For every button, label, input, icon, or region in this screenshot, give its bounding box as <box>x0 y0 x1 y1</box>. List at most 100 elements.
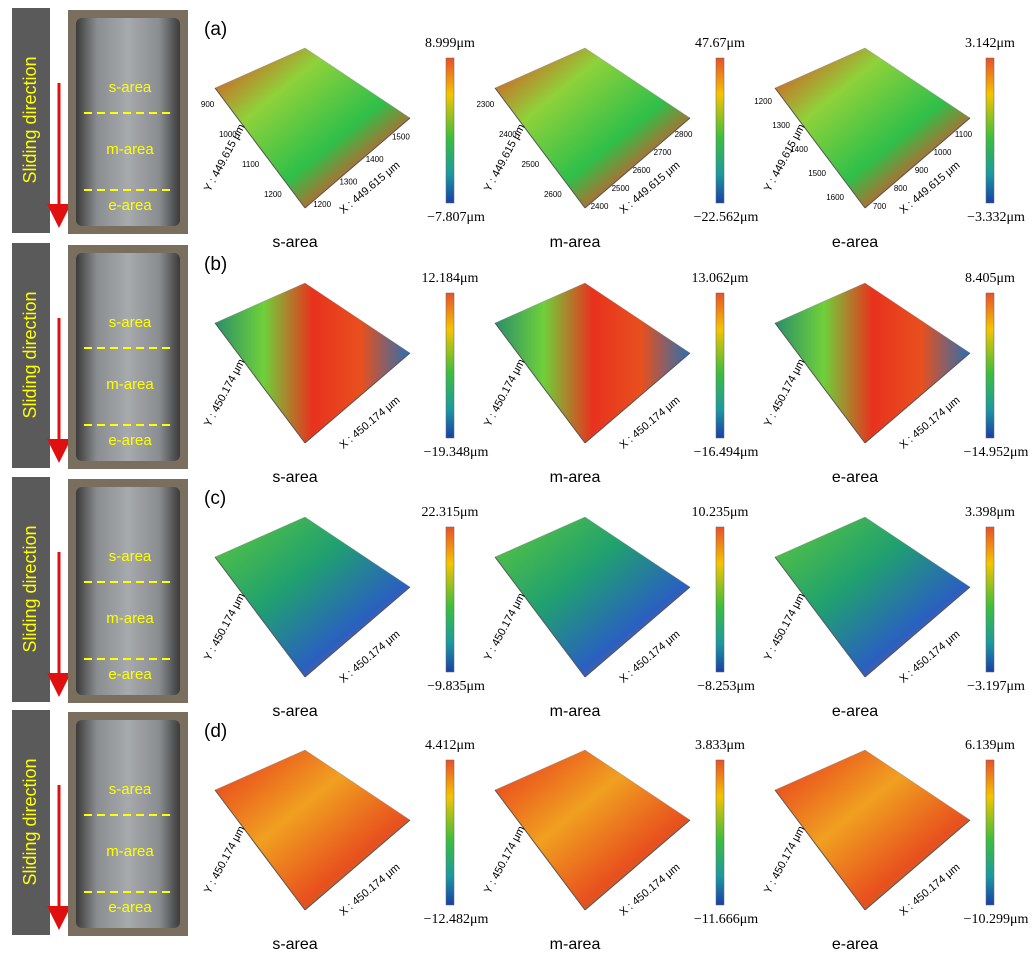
panel-label: (c) <box>204 488 226 509</box>
specimen-surface <box>76 487 180 695</box>
area-title: m-area <box>550 234 601 251</box>
x-tick-label: 2400 <box>591 202 609 211</box>
colorbar <box>716 58 724 203</box>
x-tick-label: 2500 <box>612 184 630 193</box>
colorbar-min: −3.197μm <box>967 679 1025 694</box>
colorbar-min: −11.666μm <box>694 912 758 927</box>
y-axis-title: Y : 450.174 μm <box>202 824 248 896</box>
area-label: m-area <box>106 141 154 158</box>
area-title: e-area <box>832 936 878 953</box>
direction-label: Sliding direction <box>20 291 40 418</box>
area-title: m-area <box>550 936 601 953</box>
colorbar-max: 10.235μm <box>692 505 749 520</box>
figure: Sliding direction s-area m-area e-area Slidi… <box>0 0 1032 958</box>
panel-label: (a) <box>204 19 227 40</box>
colorbar-max: 13.062μm <box>692 271 749 286</box>
area-label: m-area <box>106 376 154 393</box>
x-tick-label: 1500 <box>392 132 410 141</box>
colorbar-min: −3.332μm <box>967 210 1025 225</box>
area-title: e-area <box>832 703 878 720</box>
area-label: e-area <box>108 432 152 449</box>
y-tick-label: 2300 <box>476 100 494 109</box>
y-axis-title: Y : 450.174 μm <box>482 824 528 896</box>
colorbar-max: 3.833μm <box>695 738 745 753</box>
colorbar <box>986 58 994 203</box>
colorbar-min: −12.482μm <box>424 912 489 927</box>
y-tick-label: 1000 <box>219 130 237 139</box>
panel-label: (d) <box>204 721 227 742</box>
y-tick-label: 1100 <box>242 160 260 169</box>
colorbar <box>986 293 994 438</box>
x-tick-label: 900 <box>915 166 929 175</box>
area-title: s-area <box>272 936 317 953</box>
direction-label: Sliding direction <box>20 758 40 885</box>
x-tick-label: 1000 <box>934 148 952 157</box>
y-axis-title: Y : 450.174 μm <box>202 591 248 663</box>
y-tick-label: 1200 <box>264 190 282 199</box>
colorbar-max: 3.398μm <box>965 505 1015 520</box>
x-tick-label: 2800 <box>675 130 693 139</box>
y-tick-label: 2600 <box>544 190 562 199</box>
area-title: s-area <box>272 234 317 251</box>
colorbar-min: −8.253μm <box>697 679 755 694</box>
area-title: s-area <box>272 703 317 720</box>
x-tick-label: 800 <box>894 184 908 193</box>
specimen-surface <box>76 253 180 461</box>
colorbar <box>446 293 454 438</box>
y-axis-title: Y : 450.174 μm <box>482 591 528 663</box>
x-tick-label: 2600 <box>633 166 651 175</box>
colorbar-min: −22.562μm <box>694 210 759 225</box>
colorbar-max: 6.139μm <box>965 738 1015 753</box>
y-axis-title: Y : 450.174 μm <box>762 357 808 429</box>
direction-label: Sliding direction <box>20 56 40 183</box>
area-title: s-area <box>272 469 317 486</box>
y-axis-title: Y : 449.615 μm <box>762 122 808 194</box>
area-label: e-area <box>108 899 152 916</box>
colorbar <box>446 527 454 672</box>
colorbar-max: 22.315μm <box>422 505 479 520</box>
y-tick-label: 1400 <box>790 145 808 154</box>
colorbar <box>716 527 724 672</box>
x-tick-label: 700 <box>873 202 887 211</box>
colorbar <box>986 760 994 905</box>
y-axis-title: Y : 450.174 μm <box>482 357 528 429</box>
y-axis-title: Y : 450.174 μm <box>762 824 808 896</box>
y-tick-label: 900 <box>201 100 215 109</box>
colorbar-min: −14.952μm <box>964 445 1029 460</box>
colorbar-min: −16.494μm <box>694 445 759 460</box>
y-tick-label: 2500 <box>521 160 539 169</box>
specimen-surface <box>76 18 180 226</box>
colorbar-max: 47.67μm <box>695 36 745 51</box>
area-label: s-area <box>109 314 152 331</box>
x-tick-label: 1300 <box>339 177 357 186</box>
y-tick-label: 1500 <box>808 169 826 178</box>
area-label: m-area <box>106 843 154 860</box>
y-axis-title: Y : 450.174 μm <box>202 357 248 429</box>
colorbar <box>716 293 724 438</box>
colorbar <box>446 760 454 905</box>
direction-label: Sliding direction <box>20 525 40 652</box>
colorbar <box>986 527 994 672</box>
y-tick-label: 2400 <box>499 130 517 139</box>
area-title: m-area <box>550 469 601 486</box>
area-label: s-area <box>109 79 152 96</box>
area-label: s-area <box>109 781 152 798</box>
colorbar-max: 8.999μm <box>425 36 475 51</box>
area-label: e-area <box>108 197 152 214</box>
area-title: e-area <box>832 234 878 251</box>
panel-label: (b) <box>204 254 227 275</box>
colorbar-max: 3.142μm <box>965 36 1015 51</box>
area-label: s-area <box>109 548 152 565</box>
colorbar-max: 8.405μm <box>965 271 1015 286</box>
y-tick-label: 1200 <box>754 97 772 106</box>
area-label: e-area <box>108 666 152 683</box>
colorbar <box>716 760 724 905</box>
x-tick-label: 2700 <box>654 148 672 157</box>
y-tick-label: 1600 <box>826 193 844 202</box>
colorbar-min: −7.807μm <box>427 210 485 225</box>
colorbar-min: −19.348μm <box>424 445 489 460</box>
specimen-surface <box>76 720 180 928</box>
x-tick-label: 1400 <box>366 155 384 164</box>
x-tick-label: 1100 <box>955 130 973 139</box>
y-tick-label: 1300 <box>772 121 790 130</box>
